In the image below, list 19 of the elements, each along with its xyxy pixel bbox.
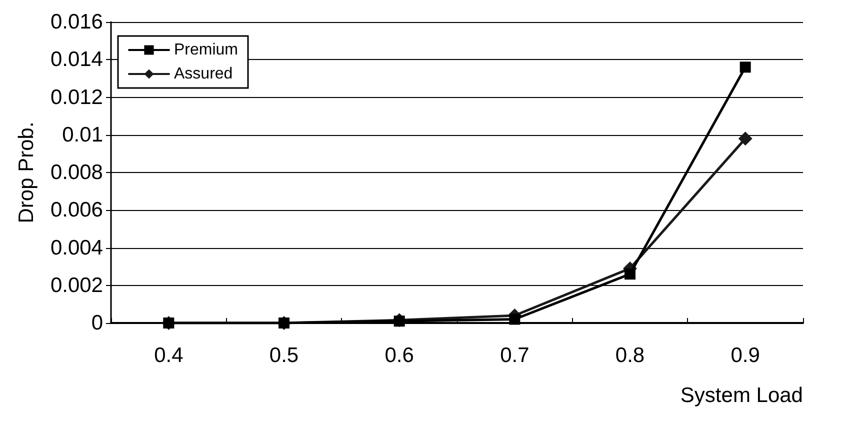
legend-label: Premium (174, 42, 238, 58)
y-tick-label: 0.006 (50, 198, 103, 222)
x-tick-label: 0.6 (384, 344, 414, 367)
x-tick-label: 0.5 (269, 344, 299, 367)
y-tick-label: 0.012 (50, 86, 103, 109)
y-tick-label: 0.01 (62, 123, 103, 146)
x-tick-label: 0.7 (500, 344, 530, 367)
y-axis-title: Drop Prob. (15, 122, 38, 224)
y-tick-label: 0.004 (50, 236, 104, 260)
x-tick-label: 0.8 (615, 344, 645, 367)
x-tick-label: 0.9 (730, 344, 760, 367)
y-tick-label: 0.016 (50, 10, 103, 34)
y-tick-label: 0.002 (50, 274, 103, 297)
y-tick-label: 0 (91, 312, 103, 334)
legend-label: Assured (174, 66, 233, 82)
x-tick-label: 0.4 (154, 344, 184, 367)
x-axis-title: System Load (680, 384, 803, 407)
y-tick-label: 0.008 (50, 161, 103, 184)
y-tick-label: 0.014 (50, 48, 104, 72)
